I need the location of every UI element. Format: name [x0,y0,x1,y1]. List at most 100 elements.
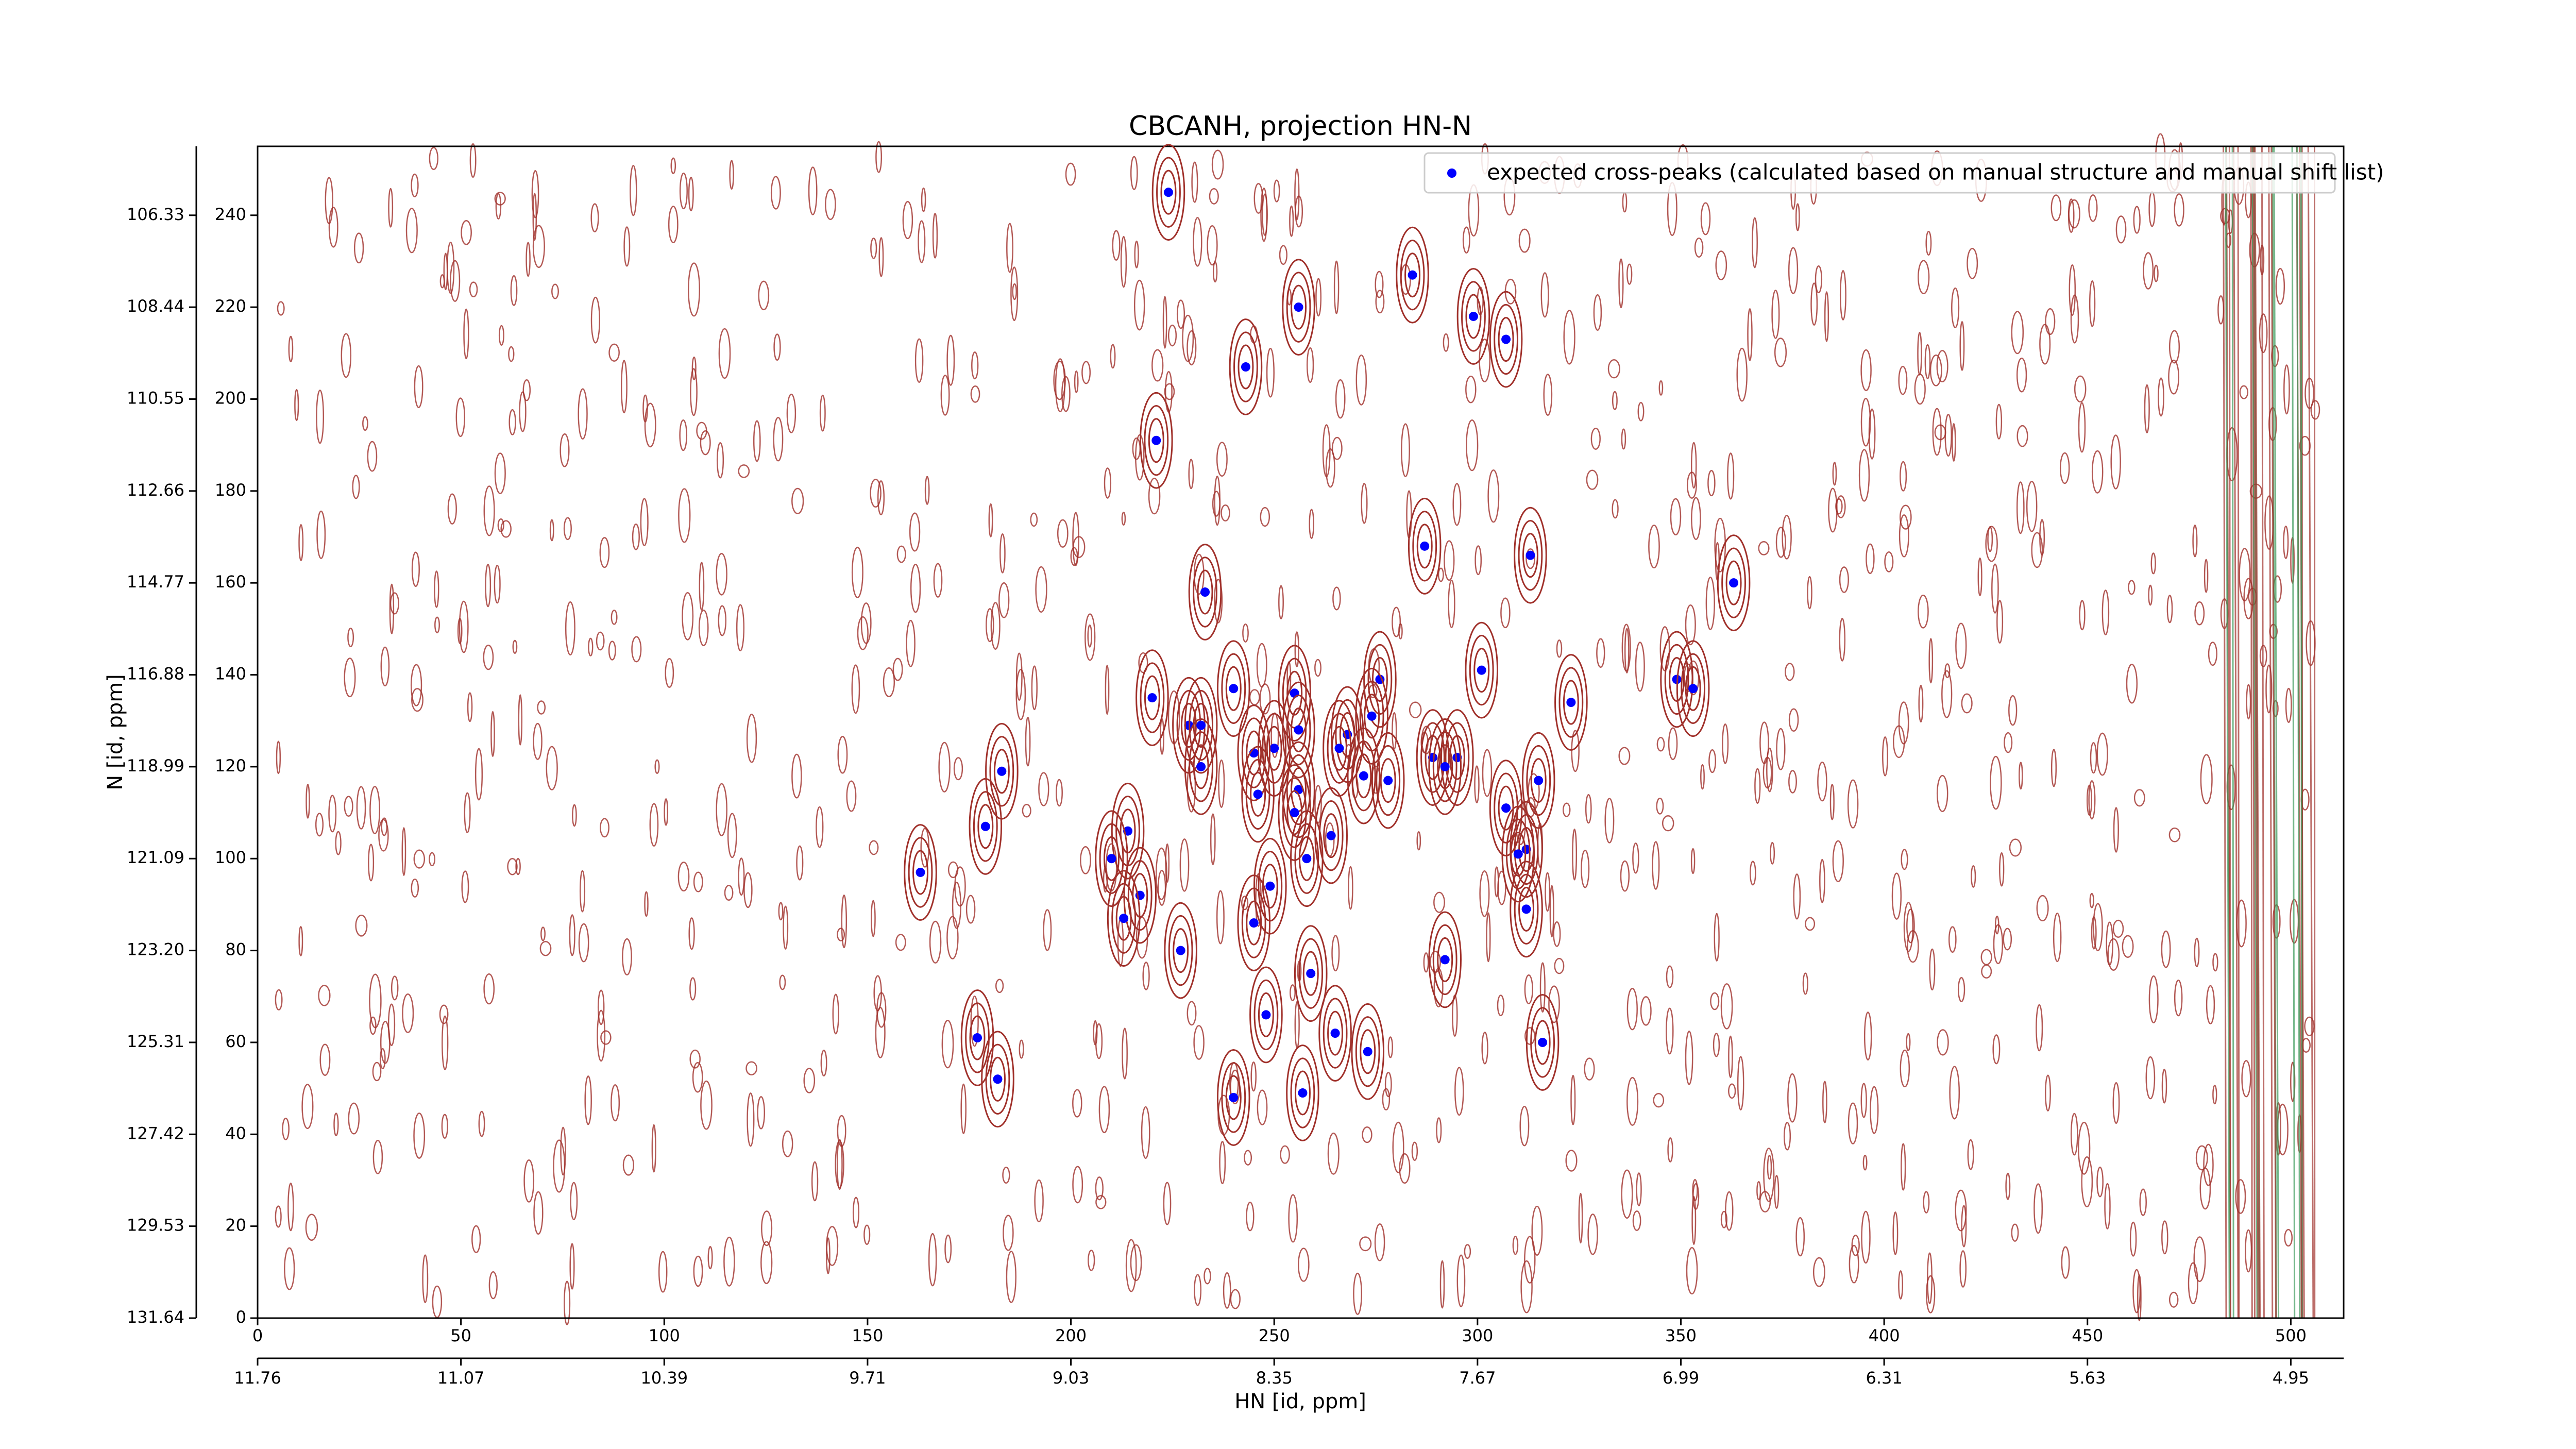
y2-tick-label: 110.55 [127,388,184,408]
noise-contour [1260,507,1270,527]
noise-contour [1652,841,1660,890]
x-tick-label: 350 [1665,1326,1697,1345]
noise-contour [1306,347,1314,383]
peak-contour [1291,707,1307,753]
noise-contour [746,713,757,763]
noise-contour [378,819,389,852]
noise-contour [1398,623,1403,639]
noise-contour [1952,423,1956,462]
noise-contour [953,757,963,781]
peak-contour [1432,731,1458,802]
noise-contour [1072,1089,1082,1118]
noise-contour [2199,1167,2211,1210]
noise-contour [745,1061,757,1075]
y-tick-label: 20 [225,1216,246,1235]
noise-contour [1230,1289,1241,1309]
noise-contour [832,993,839,1035]
noise-contour [2045,308,2056,335]
noise-contour [1626,1076,1639,1126]
noise-contour [1259,683,1271,715]
noise-contour [668,206,679,243]
noise-contour [820,1050,827,1076]
noise-contour [870,238,877,259]
noise-contour [1607,359,1620,379]
noise-contour [677,862,690,892]
noise-contour [1333,260,1340,314]
peak-contour [1465,294,1482,339]
x-tick-label: 150 [852,1326,883,1345]
peak-contour [1420,722,1445,793]
peak-contour [1291,284,1307,330]
noise-contour [325,177,333,225]
noise-contour [2070,1113,2078,1156]
noise-contour [1714,913,1720,962]
noise-contour [1713,1033,1720,1057]
noise-contour [1288,1194,1298,1243]
x-tick-label: 200 [1055,1326,1087,1345]
noise-contour [738,857,745,896]
y2-tick-label: 118.99 [127,756,184,776]
peak-contour [1156,157,1181,228]
noise-contour [450,260,461,302]
noise-contour [608,641,616,661]
noise-contour [1257,1089,1268,1125]
noise-contour [405,208,418,254]
noise-contour [1015,652,1023,701]
peak-contour [1498,317,1514,362]
noise-contour [1443,333,1449,352]
peak-contour [1371,656,1388,702]
noise-contour [670,157,676,174]
noise-contour [411,173,419,197]
noise-contour [469,143,477,178]
noise-contour [2174,193,2184,227]
noise-contour [1586,469,1599,490]
noise-contour [1685,1030,1693,1085]
noise-contour [434,570,439,608]
noise-contour [540,926,546,941]
noise-contour [909,512,921,552]
noise-contour [1835,498,1843,515]
noise-contour [1110,344,1116,369]
peak-contour [1173,928,1189,973]
noise-contour [841,894,848,949]
noise-contour [707,1246,713,1270]
peak-contour [1148,418,1164,463]
noise-contour [718,328,731,379]
noise-contour [1948,926,1957,953]
peak-contour [912,850,929,895]
noise-contour [1279,245,1287,265]
noise-contour [1714,517,1726,572]
noise-contour [1863,1012,1872,1061]
peak-contour [1221,1062,1246,1133]
noise-contour [2088,780,2096,820]
noise-contour [1999,852,2005,887]
noise-contour [2026,481,2038,532]
noise-contour [778,902,784,921]
noise-contour [1795,203,1800,231]
peak-contour [1193,557,1217,628]
peak-marker [973,1033,982,1043]
noise-contour [590,296,601,344]
y2-tick-label: 116.88 [127,664,184,684]
noise-contour [287,1183,294,1232]
noise-contour [2112,919,2124,938]
noise-contour [1957,977,1965,1002]
peak-marker [1428,753,1438,763]
peak-contour [989,736,1014,807]
noise-contour [469,281,478,298]
noise-contour [532,225,545,268]
noise-contour [1012,283,1017,300]
noise-contour [1990,755,2002,810]
noise-contour [389,592,399,615]
noise-contour [622,938,632,975]
peak-contour [1266,726,1282,771]
noise-contour [736,604,745,652]
peak-contour [1290,1057,1315,1128]
peak-marker [1119,914,1129,923]
y2-tick-label: 129.53 [127,1216,184,1235]
noise-contour [1204,1268,1211,1285]
noise-contour [2194,601,2205,626]
noise-contour [2093,903,2103,952]
peak-contour [1262,864,1278,909]
